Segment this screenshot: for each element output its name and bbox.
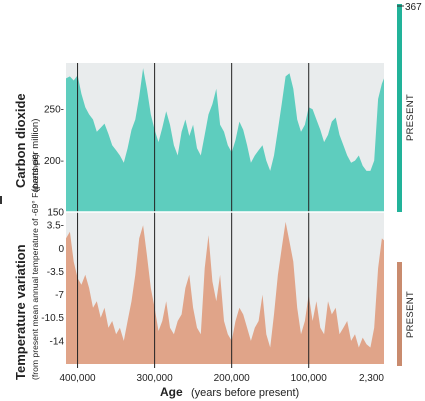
- temp-ytick-5: -14: [50, 336, 65, 347]
- temp-ytick-0: 3.5-: [47, 221, 64, 232]
- co2-ytick-0: 250-: [44, 105, 64, 116]
- xtick-4: 2,300: [359, 373, 384, 384]
- xtick-2: 200,000: [214, 373, 251, 384]
- co2-y-ticks: 250- 200- 150: [44, 105, 64, 219]
- x-axis-label-sub: (years before present): [191, 387, 299, 399]
- temp-present-label: PRESENT: [405, 291, 416, 338]
- temp-ylabel-sub-text: (from present mean annual temperature of…: [30, 154, 40, 380]
- left-edge-marker: [0, 196, 2, 204]
- co2-present-bar: [397, 4, 402, 212]
- co2-present-value: 367: [405, 2, 422, 13]
- co2-area-series: [66, 68, 384, 212]
- co2-present-label: PRESENT: [405, 94, 416, 141]
- temp-ytick-1: 0: [58, 244, 64, 255]
- xtick-0: 400,000: [59, 373, 96, 384]
- vertical-gridlines: [77, 63, 310, 368]
- temp-ytick-2: -3.5: [47, 267, 65, 278]
- temp-ylabel-sub: (from present mean annual temperature of…: [30, 154, 40, 380]
- temperature-area-series: [66, 221, 384, 364]
- xtick-1: 300,000: [137, 373, 174, 384]
- temp-ytick-3: -7: [55, 290, 64, 301]
- co2-ytick-2: 150: [47, 208, 64, 219]
- x-ticks: 400,000 300,000 200,000 100,000 2,300: [59, 373, 384, 384]
- xtick-3: 100,000: [291, 373, 328, 384]
- co2-ylabel: Carbon dioxide: [13, 93, 28, 188]
- temp-y-ticks: 3.5- 0 -3.5 -7 -10.5 -14: [41, 221, 64, 348]
- temp-ytick-4: -10.5: [41, 313, 64, 324]
- temp-present-bar: [397, 262, 402, 366]
- co2-ytick-1: 200-: [44, 156, 64, 167]
- co2-ylabel-sub: (parts per million): [30, 119, 41, 192]
- temp-ylabel: Temperature variation: [13, 244, 28, 380]
- x-axis-label: Age: [160, 385, 183, 399]
